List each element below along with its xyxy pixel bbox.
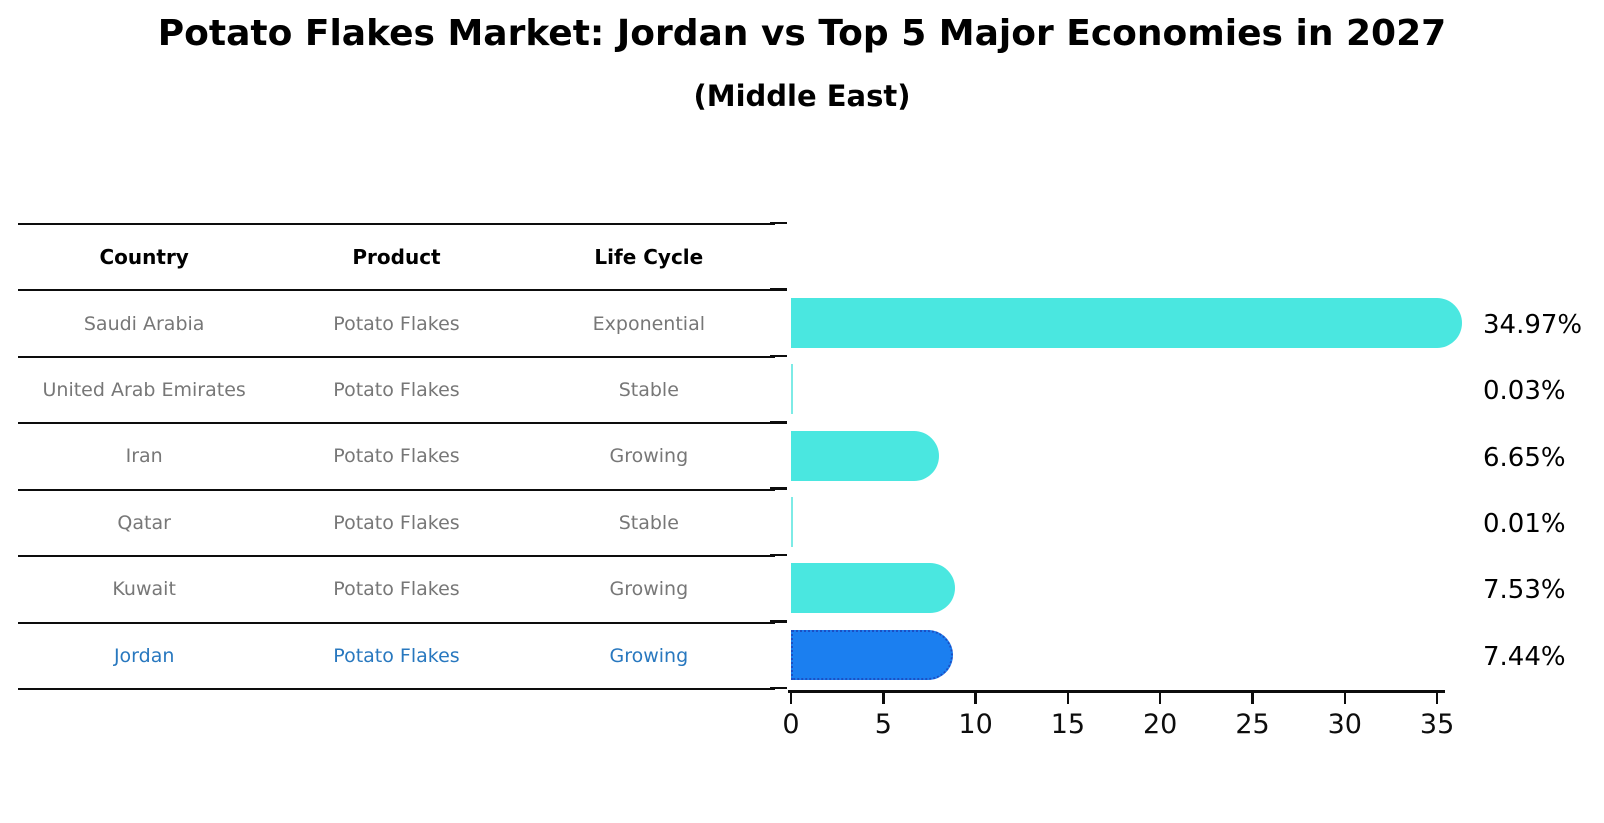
bar-qatar <box>791 496 793 547</box>
x-axis-line <box>788 690 1445 693</box>
table-cell-lifecycle: Growing <box>609 644 689 667</box>
table-row-saudi-arabia: Saudi Arabia Potato Flakes Exponential <box>18 291 775 358</box>
y-axis-tick <box>770 221 787 225</box>
chart-subtitle: (Middle East) <box>693 79 911 113</box>
table-cell-lifecycle: Exponential <box>592 312 705 335</box>
x-tick-label: 25 <box>1235 709 1270 740</box>
x-tick-label: 20 <box>1143 709 1178 740</box>
x-tick <box>1343 693 1347 704</box>
chart-title: Potato Flakes Market: Jordan vs Top 5 Ma… <box>157 13 1447 54</box>
table-cell-lifecycle: Stable <box>618 379 679 402</box>
x-tick-label: 15 <box>1050 709 1086 740</box>
value-label-kuwait: 7.53% <box>1483 575 1566 606</box>
x-tick-label: 0 <box>782 709 800 740</box>
y-axis-tick <box>770 288 787 291</box>
table-cell-product: Potato Flakes <box>333 312 460 335</box>
table-cell-country: United Arab Emirates <box>42 379 246 402</box>
table-cell-product: Potato Flakes <box>333 379 460 402</box>
table-header-lifecycle: Life Cycle <box>594 245 704 270</box>
value-label-united-arab-emirates: 0.03% <box>1483 376 1566 407</box>
y-axis-tick <box>770 686 787 690</box>
table-cell-product: Potato Flakes <box>333 644 460 667</box>
x-tick <box>882 693 885 704</box>
table-cell-country: Jordan <box>113 644 175 667</box>
table-row-jordan: Jordan Potato Flakes Growing <box>18 624 775 690</box>
value-label-jordan: 7.44% <box>1483 641 1566 672</box>
y-axis-tick <box>770 421 787 424</box>
y-axis-tick <box>770 620 787 623</box>
y-axis-tick <box>770 553 787 557</box>
bar-jordan <box>791 629 954 680</box>
bar-kuwait <box>791 563 955 614</box>
value-label-qatar: 0.01% <box>1483 508 1566 539</box>
x-tick <box>1066 693 1070 704</box>
table-header-row: Country Product Life Cycle <box>18 225 775 292</box>
x-tick-label: 30 <box>1327 709 1362 740</box>
x-tick <box>1251 693 1254 704</box>
table-cell-country: Kuwait <box>112 578 176 601</box>
x-tick-label: 5 <box>874 709 892 740</box>
country-table: Country Product Life Cycle Saudi Arabia … <box>18 223 775 690</box>
table-cell-product: Potato Flakes <box>333 511 460 534</box>
table-cell-country: Saudi Arabia <box>83 312 205 335</box>
bar-united-arab-emirates <box>791 364 793 415</box>
x-tick-label: 10 <box>958 709 993 740</box>
x-tick <box>1435 693 1439 704</box>
value-label-saudi-arabia: 34.97% <box>1483 309 1583 340</box>
bar-chart-plot-area: 0 5 10 15 20 25 30 35 <box>770 221 1462 740</box>
bar-iran <box>791 430 939 481</box>
table-header-product: Product <box>352 245 441 270</box>
x-tick <box>974 693 977 704</box>
table-header-country: Country <box>99 245 189 270</box>
table-cell-product: Potato Flakes <box>333 578 460 601</box>
table-cell-country: Qatar <box>117 511 171 534</box>
table-row-united-arab-emirates: United Arab Emirates Potato Flakes Stabl… <box>18 358 775 425</box>
x-tick <box>789 693 793 704</box>
table-row-kuwait: Kuwait Potato Flakes Growing <box>18 557 775 624</box>
x-tick-label: 35 <box>1419 709 1455 740</box>
table-row-iran: Iran Potato Flakes Growing <box>18 424 775 491</box>
bar-saudi-arabia <box>791 297 1462 348</box>
x-tick <box>1158 693 1162 704</box>
table-cell-product: Potato Flakes <box>333 445 460 468</box>
table-cell-lifecycle: Growing <box>609 445 689 468</box>
y-axis-tick <box>770 354 787 358</box>
table-cell-lifecycle: Growing <box>609 578 689 601</box>
table-cell-lifecycle: Stable <box>618 511 679 534</box>
table-row-qatar: Qatar Potato Flakes Stable <box>18 491 775 558</box>
table-cell-country: Iran <box>125 445 163 468</box>
y-axis-tick <box>770 487 787 490</box>
value-label-iran: 6.65% <box>1483 442 1566 473</box>
